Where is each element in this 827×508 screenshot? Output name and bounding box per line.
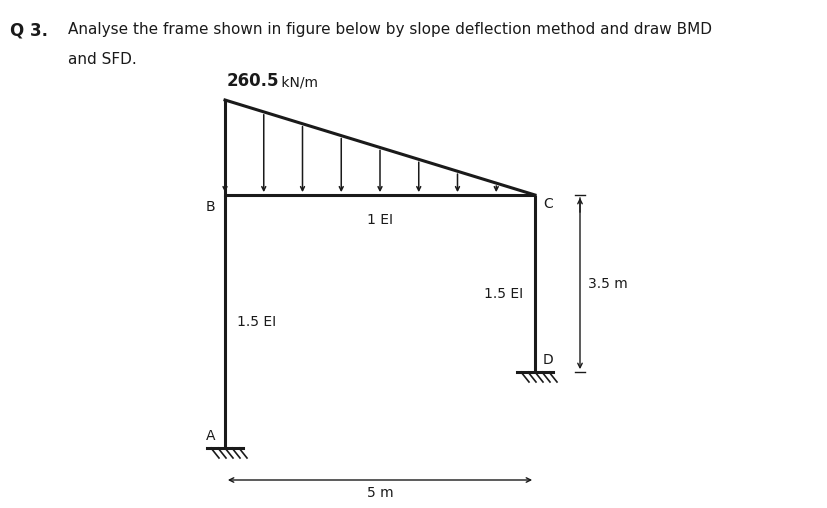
Text: C: C — [543, 197, 552, 211]
Text: A: A — [205, 429, 215, 443]
Text: 1.5 EI: 1.5 EI — [237, 314, 275, 329]
Text: and SFD.: and SFD. — [68, 52, 136, 67]
Text: D: D — [543, 353, 553, 367]
Text: kN/m: kN/m — [277, 76, 318, 90]
Text: 5 m: 5 m — [366, 486, 393, 500]
Text: Q 3.: Q 3. — [10, 22, 48, 40]
Text: Analyse the frame shown in figure below by slope deflection method and draw BMD: Analyse the frame shown in figure below … — [68, 22, 711, 37]
Text: B: B — [205, 200, 215, 214]
Text: 260.5: 260.5 — [227, 72, 280, 90]
Text: 1 EI: 1 EI — [366, 213, 393, 227]
Text: 1.5 EI: 1.5 EI — [483, 287, 523, 301]
Text: 3.5 m: 3.5 m — [587, 276, 627, 291]
